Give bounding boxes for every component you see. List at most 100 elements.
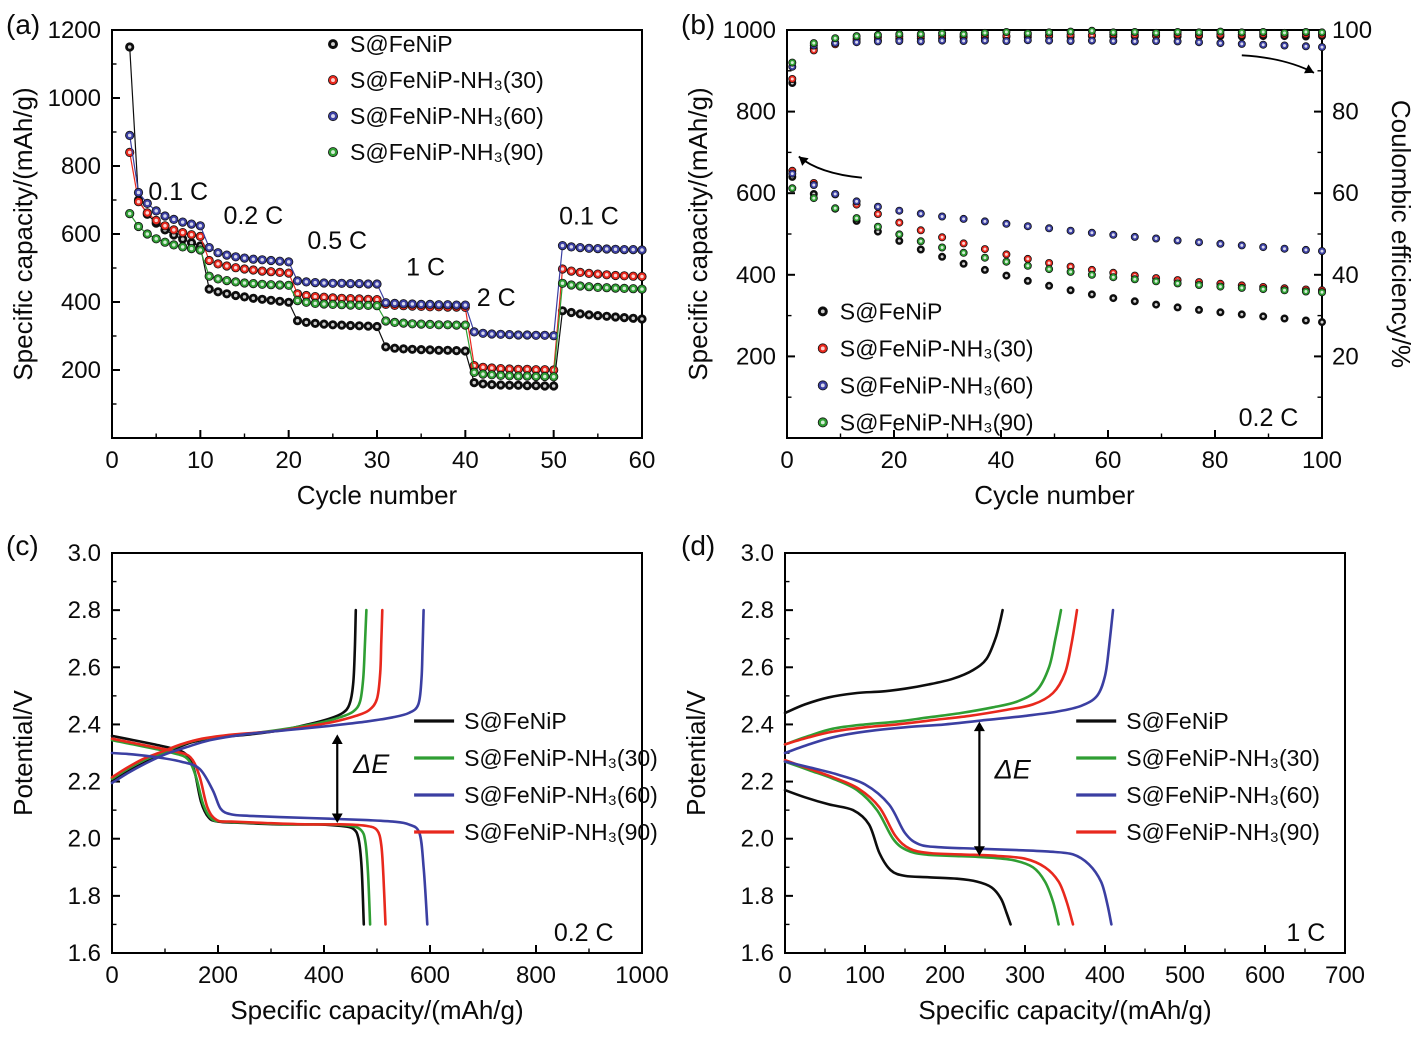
legend-label: S@FeNiP-NH₃(90) bbox=[1126, 819, 1320, 845]
x-tick-label: 700 bbox=[1325, 962, 1365, 989]
series-b-CE-NH3(60) bbox=[788, 36, 1327, 71]
y-tick-label: 1000 bbox=[48, 85, 101, 112]
y2-tick-label: 60 bbox=[1332, 180, 1359, 207]
x-tick-label: 30 bbox=[364, 447, 391, 474]
annotation-text: 0.1 C bbox=[559, 202, 619, 230]
annotation-text: 0.2 C bbox=[1239, 404, 1299, 432]
legend-label: S@FeNiP-NH₃(30) bbox=[840, 335, 1034, 361]
chart-a: 0 10 20 30 40 50 60 200 400 600 800 1000 1200 Cycle n… bbox=[6, 9, 656, 510]
series-a-S@FeNiP-NH3(90) bbox=[125, 209, 647, 382]
legend-label: S@FeNiP-NH₃(30) bbox=[464, 745, 658, 771]
y-tick-label: 600 bbox=[736, 180, 776, 207]
legend-label: S@FeNiP-NH₃(60) bbox=[464, 782, 658, 808]
y-tick-label: 2.6 bbox=[741, 654, 774, 681]
legend-label: S@FeNiP-NH₃(90) bbox=[464, 819, 658, 845]
chart-d: 0 100 200 300 400 500 600 700 1.6 1.8 2.0 2.2 2.4 2.6… bbox=[681, 530, 1365, 1025]
arrow-head bbox=[331, 813, 343, 823]
y-tick-label: 2.2 bbox=[68, 769, 101, 796]
y-tick-label: 800 bbox=[61, 153, 101, 180]
y-tick-label: 1.6 bbox=[68, 940, 101, 967]
x-tick-label: 20 bbox=[881, 447, 908, 474]
x-tick-label: 100 bbox=[1302, 447, 1342, 474]
y-tick-label: 2.0 bbox=[68, 826, 101, 853]
series-b-capacity-NH3(60) bbox=[788, 169, 1327, 256]
y-axis-label: Specific capacity/(mAh/g) bbox=[683, 87, 713, 380]
series-c-NH3(90)-discharge bbox=[110, 737, 387, 926]
panel-a-rate-capability: 0 10 20 30 40 50 60 200 400 600 800 1000 1200 Cycle n… bbox=[0, 0, 675, 521]
axis-ticks bbox=[786, 29, 1323, 438]
arrow-head bbox=[798, 156, 809, 166]
legend-label: S@FeNiP-NH₃(90) bbox=[350, 139, 544, 165]
legend-b: S@FeNiP S@FeNiP-NH₃(30) S@FeNiP-NH₃(60) S@F… bbox=[817, 298, 1034, 435]
x-tick-label: 200 bbox=[198, 962, 238, 989]
y-tick-label: 3.0 bbox=[741, 540, 774, 567]
y-tick-label: 1200 bbox=[48, 17, 101, 44]
arrow-head bbox=[973, 846, 985, 856]
series-b-CE-NH3(90) bbox=[788, 26, 1327, 67]
series-d-NH3(90)-discharge bbox=[783, 758, 1075, 926]
axis-ticks bbox=[111, 29, 643, 438]
y-tick-label: 3.0 bbox=[68, 540, 101, 567]
x-tick-label: 400 bbox=[304, 962, 344, 989]
series-c-NH3(30)-charge bbox=[110, 608, 368, 780]
series-b-capacity-NH3(30) bbox=[788, 166, 1327, 295]
x-tick-label: 300 bbox=[1005, 962, 1045, 989]
legend-label: S@FeNiP-NH₃(30) bbox=[350, 67, 544, 93]
chart-b: 0 20 40 60 80 100 200 400 600 800 1000 20 40 60 80 100 C… bbox=[681, 9, 1416, 510]
annotation-text: ΔE bbox=[352, 749, 390, 779]
series-c-NH3(60)-charge bbox=[110, 608, 425, 785]
legend-label: S@FeNiP bbox=[840, 298, 943, 324]
panel-c-voltage-profiles-0.2C: 0 200 400 600 800 1000 1.6 1.8 2.0 2.2 2.4 2.6 2.8 3.… bbox=[0, 521, 675, 1042]
series-c-NH3(60)-discharge bbox=[110, 751, 429, 926]
x-tick-label: 800 bbox=[516, 962, 556, 989]
y-tick-label: 2.4 bbox=[68, 711, 101, 738]
pointer-arrow bbox=[1241, 54, 1315, 74]
y-tick-label: 1.6 bbox=[741, 940, 774, 967]
panel-tag: (d) bbox=[681, 530, 715, 561]
y-tick-label: 800 bbox=[736, 99, 776, 126]
x-tick-label: 50 bbox=[540, 447, 567, 474]
chart-c: 0 200 400 600 800 1000 1.6 1.8 2.0 2.2 2.4 2.6 2.8 3.… bbox=[6, 530, 669, 1025]
annotation-text: 2 C bbox=[477, 284, 516, 312]
x-tick-label: 60 bbox=[629, 447, 656, 474]
annotation-text: 0.1 C bbox=[148, 178, 208, 206]
legend-label: S@FeNiP bbox=[1126, 708, 1229, 734]
legend-label: S@FeNiP-NH₃(60) bbox=[350, 103, 544, 129]
y-tick-label: 2.8 bbox=[741, 597, 774, 624]
panel-tag: (a) bbox=[6, 9, 40, 40]
pointer-arrow bbox=[798, 155, 862, 179]
x-tick-label: 60 bbox=[1095, 447, 1122, 474]
x-tick-label: 0 bbox=[105, 962, 118, 989]
legend-label: S@FeNiP-NH₃(30) bbox=[1126, 745, 1320, 771]
y-tick-label: 200 bbox=[736, 343, 776, 370]
series-b-capacity-NH3(90) bbox=[788, 184, 1327, 297]
panel-d-voltage-profiles-1C: 0 100 200 300 400 500 600 700 1.6 1.8 2.0 2.2 2.4 2.6… bbox=[675, 521, 1417, 1042]
series-d-NH3(60)-charge bbox=[783, 608, 1115, 755]
y-tick-label: 400 bbox=[736, 262, 776, 289]
x-tick-label: 500 bbox=[1165, 962, 1205, 989]
annotation-text: 1 C bbox=[406, 253, 445, 281]
series-d-NH3(30)-discharge bbox=[783, 760, 1060, 926]
series-c-NH3(90)-charge bbox=[110, 608, 384, 779]
legend-label: S@FeNiP bbox=[464, 708, 567, 734]
series-d-S@FeNiP-charge bbox=[783, 608, 1004, 715]
y-tick-label: 400 bbox=[61, 289, 101, 316]
x-tick-label: 200 bbox=[925, 962, 965, 989]
axis-ticks bbox=[784, 552, 1346, 954]
x-tick-label: 600 bbox=[1245, 962, 1285, 989]
arrow-head bbox=[331, 734, 343, 744]
y-tick-label: 2.8 bbox=[68, 597, 101, 624]
x-tick-label: 400 bbox=[1085, 962, 1125, 989]
x-axis-label: Cycle number bbox=[297, 480, 458, 510]
legend-label: S@FeNiP bbox=[350, 31, 453, 57]
legend-label: S@FeNiP-NH₃(60) bbox=[1126, 782, 1320, 808]
arrow-head bbox=[1304, 64, 1314, 74]
series-d-S@FeNiP-discharge bbox=[783, 788, 1012, 926]
annotation-text: ΔE bbox=[994, 755, 1032, 785]
panel-tag: (c) bbox=[6, 530, 39, 561]
y-tick-label: 1000 bbox=[723, 17, 776, 44]
x-tick-label: 0 bbox=[780, 447, 793, 474]
x-axis-label: Specific capacity/(mAh/g) bbox=[918, 995, 1211, 1025]
y-axis-label: Specific capacity/(mAh/g) bbox=[8, 87, 38, 380]
